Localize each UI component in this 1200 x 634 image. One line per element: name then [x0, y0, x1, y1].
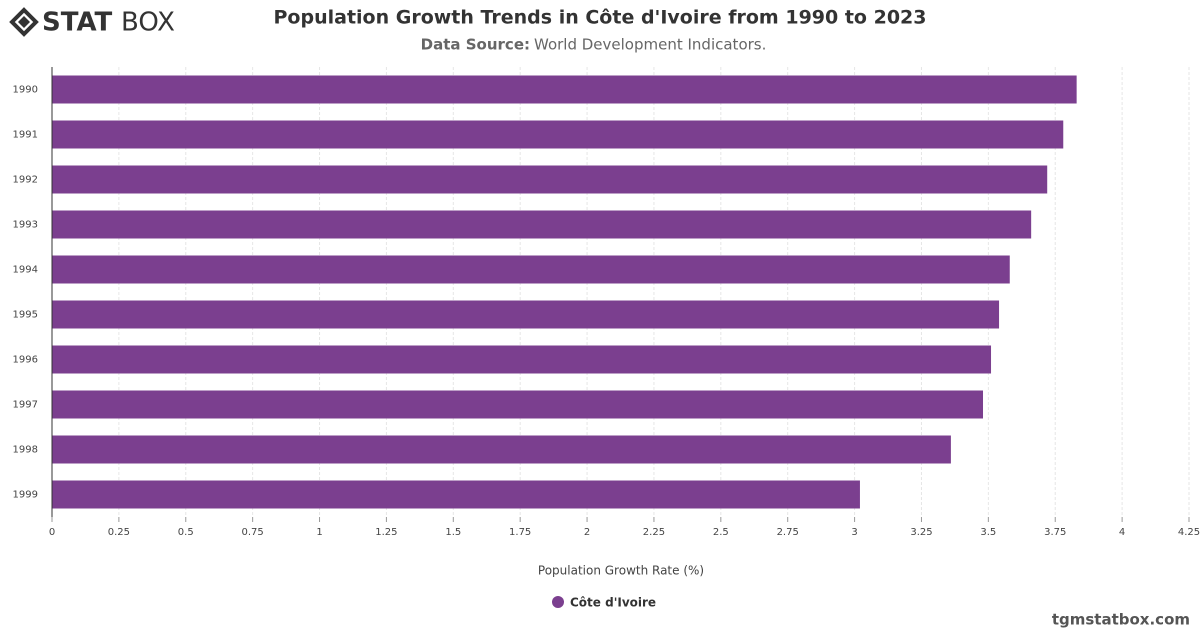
legend-marker: [552, 596, 564, 608]
y-tick-label: 1995: [13, 310, 38, 321]
x-tick-label: 1: [316, 527, 322, 538]
x-tick-label: 2.5: [713, 527, 729, 538]
y-tick-label: 1993: [13, 220, 38, 231]
bar: [52, 300, 1000, 329]
bar: [52, 345, 992, 374]
x-tick-label: 3.25: [910, 527, 932, 538]
x-tick-label: 3: [851, 527, 857, 538]
x-tick-label: 0.75: [242, 527, 264, 538]
logo-icon-inner: [18, 16, 30, 28]
logo-light: BOX: [121, 8, 175, 38]
x-tick-label: 3.5: [980, 527, 996, 538]
x-tick-label: 2.25: [643, 527, 665, 538]
y-tick-label: 1999: [13, 490, 38, 501]
bar: [52, 390, 984, 419]
bar: [52, 210, 1032, 239]
logo-icon: [9, 7, 39, 37]
x-tick-label: 1.75: [509, 527, 531, 538]
x-tick-label: 3.75: [1044, 527, 1066, 538]
footer: tgmstatbox.com: [1052, 611, 1190, 629]
bar: [52, 480, 860, 509]
x-tick-label: 0.25: [108, 527, 130, 538]
x-tick-label: 2.75: [777, 527, 799, 538]
bar: [52, 120, 1064, 149]
chart-title: Population Growth Trends in Côte d'Ivoir…: [274, 7, 927, 29]
x-tick-label: 4: [1119, 527, 1125, 538]
y-tick-label: 1990: [13, 85, 38, 96]
source: World Development Indicators.: [534, 36, 766, 54]
x-tick-label: 0: [49, 527, 55, 538]
x-tick-label: 2: [584, 527, 590, 538]
source-label: Data Source:: [421, 36, 530, 54]
x-tick-label: 1.25: [375, 527, 397, 538]
logo: STAT BOX: [9, 7, 175, 38]
logo-bold: STAT: [42, 8, 113, 38]
y-tick-label: 1991: [13, 130, 38, 141]
y-tick-label: 1996: [13, 355, 38, 366]
x-tick-label: 1.5: [445, 527, 461, 538]
y-tick-label: 1997: [13, 400, 38, 411]
bar: [52, 75, 1077, 104]
bar: [52, 165, 1048, 194]
y-tick-label: 1992: [13, 175, 38, 186]
bar: [52, 435, 951, 464]
x-tick-label: 4.25: [1178, 527, 1200, 538]
legend-label: Côte d'Ivoire: [570, 596, 656, 610]
y-tick-label: 1998: [13, 445, 38, 456]
y-tick-label: 1994: [13, 265, 38, 276]
x-tick-label: 0.5: [178, 527, 194, 538]
bar: [52, 255, 1010, 284]
x-axis-label: Population Growth Rate (%): [538, 564, 704, 578]
